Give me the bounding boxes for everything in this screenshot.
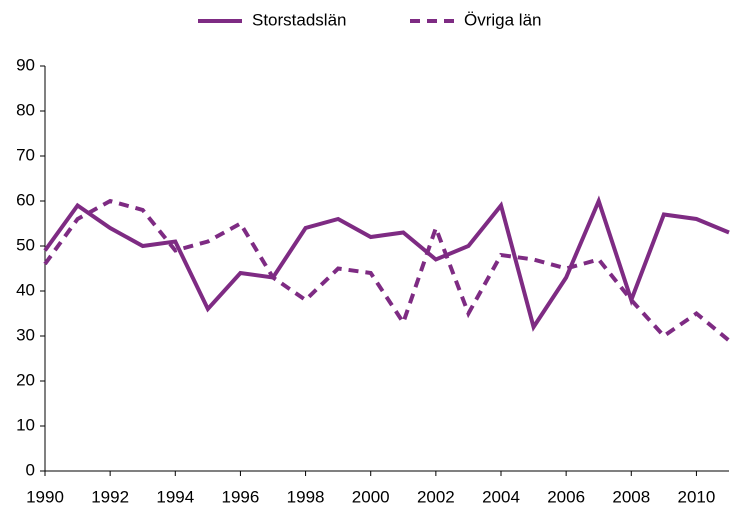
series-line (43, 195, 730, 332)
y-tick-label: 30 (16, 325, 35, 344)
y-tick-label: 0 (26, 460, 35, 479)
y-tick-label: 80 (16, 100, 35, 119)
x-tick-label: 1992 (91, 487, 129, 506)
x-tick-label: 1990 (26, 487, 64, 506)
x-tick-label: 2010 (678, 487, 716, 506)
y-tick-label: 40 (16, 280, 35, 299)
legend-label: Övriga län (464, 10, 541, 29)
y-tick-label: 10 (16, 415, 35, 434)
series-line (43, 198, 730, 343)
legend-label: Storstadslän (252, 10, 347, 29)
x-tick-label: 1996 (222, 487, 260, 506)
x-tick-label: 2006 (547, 487, 585, 506)
x-tick-label: 2000 (352, 487, 390, 506)
x-tick-label: 2008 (612, 487, 650, 506)
y-tick-label: 60 (16, 190, 35, 209)
x-tick-label: 2004 (482, 487, 520, 506)
y-tick-label: 20 (16, 370, 35, 389)
x-tick-label: 1998 (287, 487, 325, 506)
x-tick-label: 1994 (156, 487, 194, 506)
x-tick-label: 2002 (417, 487, 455, 506)
y-tick-label: 50 (16, 235, 35, 254)
y-tick-label: 70 (16, 145, 35, 164)
y-tick-label: 90 (16, 55, 35, 74)
